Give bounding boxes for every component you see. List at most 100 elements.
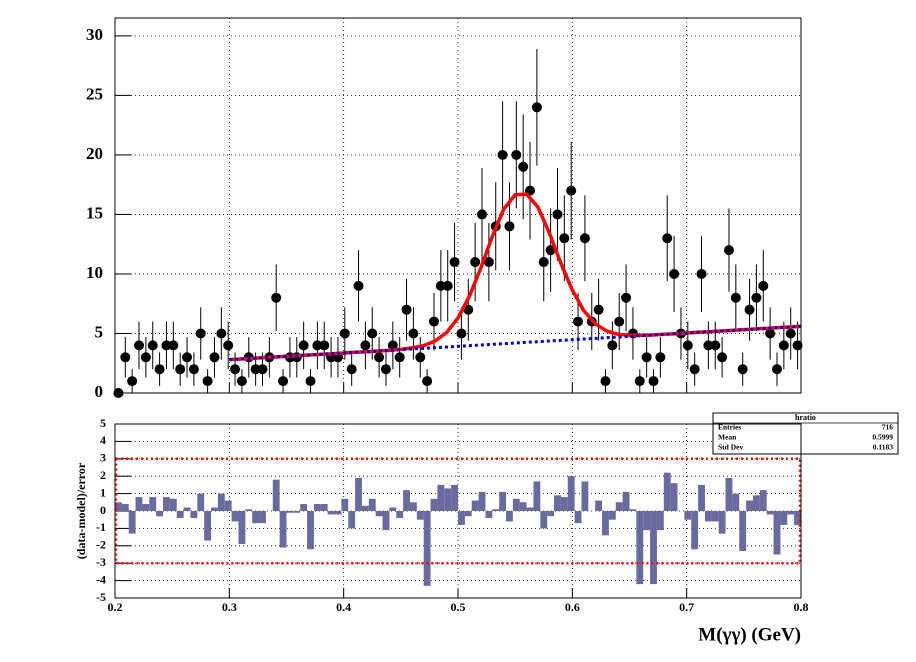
pull-bar xyxy=(794,511,801,525)
pull-bar xyxy=(581,481,589,511)
pull-bar xyxy=(533,481,541,511)
pull-bar xyxy=(574,511,582,524)
pull-bar xyxy=(259,511,266,524)
pull-bar xyxy=(471,500,479,511)
x-tick-label: 0.7 xyxy=(679,600,694,614)
y-tick-label: 30 xyxy=(86,25,103,44)
data-point xyxy=(778,340,789,351)
data-point xyxy=(449,257,460,268)
data-point xyxy=(559,233,570,244)
x-axis-title: M(γγ) (GeV) xyxy=(698,624,801,645)
y-tick-label: 25 xyxy=(86,84,103,103)
plot-border xyxy=(114,423,802,599)
data-point xyxy=(751,292,762,303)
data-point xyxy=(566,185,577,196)
data-point xyxy=(353,280,364,291)
data-point xyxy=(250,364,261,375)
pull-bar xyxy=(163,497,170,511)
pull-bar xyxy=(375,511,383,517)
data-point xyxy=(223,340,234,351)
data-point xyxy=(422,376,433,387)
data-point xyxy=(394,352,405,363)
pull-bar xyxy=(602,511,609,536)
pull-bar xyxy=(554,495,561,511)
x-tick-label: 0.6 xyxy=(565,600,580,614)
pull-bar xyxy=(224,500,232,511)
data-point xyxy=(703,340,714,351)
data-point xyxy=(792,340,803,351)
pull-bar xyxy=(204,511,212,541)
data-point xyxy=(662,233,673,244)
data-point xyxy=(147,340,158,351)
data-point xyxy=(593,304,604,315)
data-point xyxy=(717,352,728,363)
y-tick-label: -1 xyxy=(96,520,106,534)
pull-bar xyxy=(423,511,431,586)
pull-bar xyxy=(499,491,507,511)
pull-bar xyxy=(416,511,424,520)
data-point xyxy=(175,364,186,375)
pull-bar xyxy=(327,511,335,515)
data-point xyxy=(120,352,131,363)
pull-bar xyxy=(464,511,472,517)
pull-bar xyxy=(430,498,438,511)
data-point xyxy=(573,316,584,327)
data-point xyxy=(497,149,508,160)
pull-bar xyxy=(409,502,417,511)
stats-label: Entries xyxy=(718,423,741,432)
pull-bar xyxy=(629,509,637,511)
data-point xyxy=(319,340,330,351)
data-point xyxy=(312,340,323,351)
pull-bar xyxy=(183,507,191,511)
data-point xyxy=(209,352,220,363)
data-point xyxy=(415,352,426,363)
plot-border xyxy=(114,17,802,394)
data-point xyxy=(710,340,721,351)
pull-bar xyxy=(773,511,781,555)
pull-bar xyxy=(711,511,719,522)
data-point xyxy=(202,376,213,387)
y-tick-label: 20 xyxy=(86,144,103,163)
data-point xyxy=(236,376,247,387)
y-tick-label: -3 xyxy=(96,555,106,569)
data-point xyxy=(442,280,453,291)
pull-bar xyxy=(115,502,122,511)
pull-bar xyxy=(560,497,568,511)
data-point xyxy=(614,316,625,327)
stats-value: 0.1183 xyxy=(873,443,893,452)
y-tick-label: -2 xyxy=(96,538,106,552)
data-point xyxy=(771,364,782,375)
x-tick-label: 0.4 xyxy=(336,600,351,614)
pull-bar xyxy=(238,511,246,545)
pull-bar xyxy=(512,498,520,511)
x-tick-label: 0.5 xyxy=(451,600,466,614)
data-point xyxy=(161,340,172,351)
pull-bar xyxy=(691,511,699,550)
pull-bar xyxy=(478,491,486,511)
total-fit xyxy=(229,192,802,362)
x-tick-label: 0.8 xyxy=(794,600,809,614)
data-point xyxy=(339,328,350,339)
pull-bar xyxy=(169,498,177,511)
pull-bar xyxy=(437,484,445,511)
pull-bar xyxy=(451,484,458,511)
data-point xyxy=(134,340,145,351)
data-point xyxy=(696,268,707,279)
pull-bar xyxy=(547,511,555,517)
stats-title: hratio xyxy=(795,413,816,422)
pull-bar xyxy=(567,476,575,511)
pull-bar xyxy=(211,507,218,511)
pull-bar xyxy=(142,504,150,511)
pull-bar xyxy=(540,511,548,529)
pull-bar xyxy=(190,511,198,518)
y-tick-label: 15 xyxy=(86,203,103,222)
data-point xyxy=(456,328,467,339)
pull-bar xyxy=(368,498,376,511)
data-point xyxy=(634,376,645,387)
pull-bar xyxy=(197,493,205,511)
pull-bar xyxy=(684,511,692,520)
pull-bar xyxy=(485,511,493,518)
pull-bar xyxy=(320,504,328,511)
data-point xyxy=(367,328,378,339)
data-point xyxy=(518,161,529,172)
